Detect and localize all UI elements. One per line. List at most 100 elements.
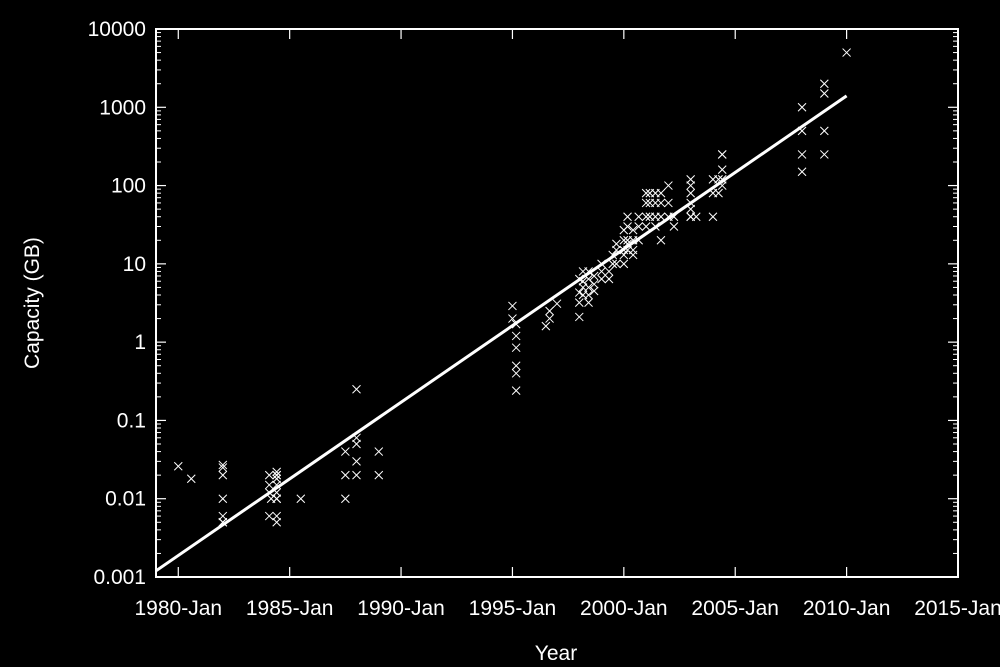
data-point	[296, 494, 306, 504]
data-point	[641, 212, 651, 222]
data-point	[186, 474, 196, 484]
data-point	[218, 463, 228, 472]
data-point	[374, 447, 384, 456]
data-point	[589, 286, 599, 296]
data-point	[218, 470, 228, 480]
data-point	[584, 298, 593, 307]
data-point	[272, 517, 282, 527]
trend-line	[155, 94, 848, 573]
data-point	[634, 222, 644, 231]
data-point	[641, 198, 651, 208]
data-point	[717, 175, 727, 184]
data-point	[264, 470, 274, 480]
data-points	[173, 48, 851, 527]
y-axis-label: Capacity (GB)	[21, 237, 44, 369]
data-point	[819, 89, 829, 98]
data-point	[686, 204, 696, 214]
data-point	[641, 188, 651, 198]
data-point	[634, 212, 644, 222]
data-point	[272, 467, 282, 477]
data-point	[819, 126, 829, 136]
data-point	[552, 299, 562, 309]
data-point	[272, 511, 282, 521]
data-point	[717, 165, 727, 174]
data-point	[218, 460, 228, 470]
data-point	[664, 198, 673, 208]
y-tick-label: 10000	[88, 18, 146, 41]
data-point	[508, 301, 517, 311]
y-tick-label: 10	[123, 253, 146, 276]
data-point	[352, 439, 361, 449]
data-point	[664, 181, 673, 190]
data-point	[341, 494, 350, 504]
data-point	[656, 188, 666, 198]
data-point	[797, 102, 807, 112]
data-point	[669, 212, 679, 222]
data-point	[608, 250, 618, 260]
y-tick-labels: 0.001 0.01 0.1 1 10 100 1000 10000	[88, 18, 146, 589]
data-point	[545, 314, 554, 323]
data-point	[608, 259, 618, 269]
x-tick-label: 1985-Jan	[246, 597, 334, 620]
x-axis-label: Year	[535, 642, 577, 665]
data-point	[584, 290, 593, 300]
data-point	[819, 150, 829, 159]
data-point	[717, 150, 727, 159]
data-point	[511, 368, 521, 378]
data-point	[272, 474, 282, 484]
x-tick-label: 2000-Jan	[580, 597, 668, 620]
plot-frame	[155, 28, 959, 578]
data-point	[651, 222, 660, 231]
data-point	[589, 279, 599, 289]
data-point	[686, 188, 696, 198]
y-tick-label: 1	[134, 331, 146, 354]
data-point	[574, 288, 584, 297]
data-point	[634, 235, 644, 245]
y-tick-label: 0.01	[105, 488, 146, 511]
data-point	[272, 488, 282, 497]
data-point	[612, 245, 621, 255]
data-point	[842, 48, 851, 57]
data-point	[708, 212, 718, 222]
data-point	[584, 267, 593, 276]
data-point	[511, 319, 521, 329]
data-point	[656, 212, 666, 222]
data-point	[511, 386, 521, 396]
data-point	[612, 259, 621, 269]
data-point	[797, 126, 807, 136]
data-point	[797, 150, 807, 159]
data-point	[686, 175, 696, 184]
x-tick-label: 1990-Jan	[357, 597, 445, 620]
data-point	[623, 212, 632, 222]
y-tick-label: 100	[111, 175, 146, 198]
data-point	[797, 167, 807, 177]
x-tick-label: 1995-Jan	[469, 597, 557, 620]
trend-line-layer	[155, 94, 848, 573]
data-point	[341, 447, 350, 456]
data-point	[352, 384, 361, 394]
data-point	[584, 283, 593, 292]
data-point	[656, 198, 666, 208]
data-point	[819, 79, 829, 89]
data-point	[612, 239, 621, 249]
data-point	[264, 511, 274, 521]
data-point	[272, 494, 282, 504]
x-tick-label: 2015-Jan	[914, 597, 1000, 620]
data-point	[511, 331, 521, 341]
x-tick-label: 2010-Jan	[803, 597, 891, 620]
data-point	[352, 457, 361, 466]
data-point	[656, 235, 666, 245]
x-tick-labels: 1980-Jan 1985-Jan 1990-Jan 1995-Jan 2000-Jan…	[134, 597, 1000, 620]
y-tick-label: 0.1	[117, 409, 146, 432]
data-point	[574, 298, 584, 307]
y-tick-label: 0.001	[93, 566, 146, 589]
data-point	[218, 494, 228, 504]
data-point	[691, 212, 701, 222]
data-point	[597, 274, 606, 284]
data-point	[669, 222, 679, 231]
data-point	[619, 245, 629, 255]
data-point	[623, 222, 632, 231]
data-point	[264, 480, 274, 490]
data-point	[604, 267, 614, 276]
